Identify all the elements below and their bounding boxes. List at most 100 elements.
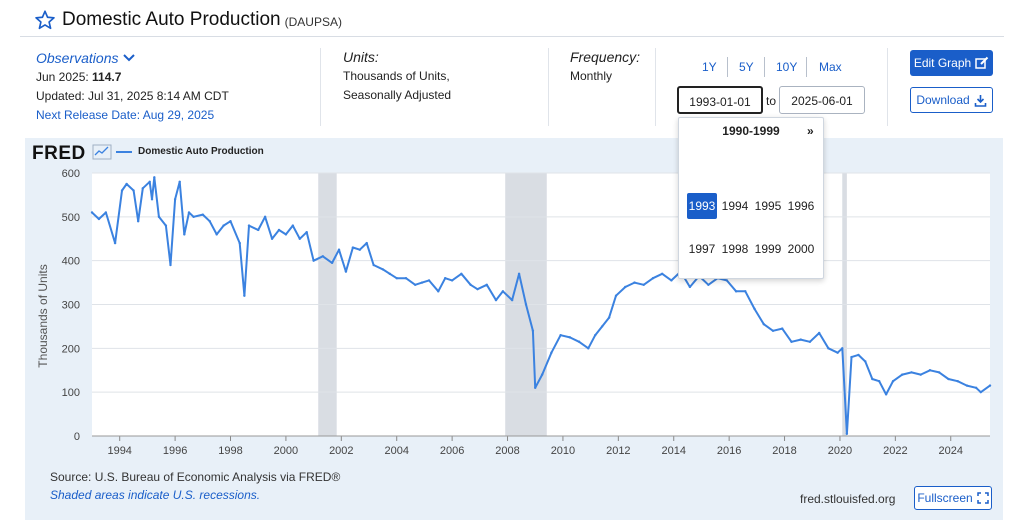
data-point	[494, 298, 498, 302]
y-tick-label: 0	[74, 431, 80, 443]
data-point	[420, 281, 424, 284]
data-point	[312, 259, 315, 262]
year-cell[interactable]: 1998	[721, 242, 749, 256]
edit-graph-button[interactable]: Edit Graph	[910, 50, 993, 76]
data-point	[624, 285, 627, 289]
end-date-input[interactable]: 2025-06-01	[779, 86, 865, 114]
data-point	[988, 384, 992, 387]
data-point	[965, 384, 969, 387]
data-point	[344, 270, 348, 273]
data-point	[568, 336, 572, 339]
data-point	[956, 380, 959, 383]
data-point	[413, 283, 417, 286]
data-point	[979, 390, 982, 394]
year-cell[interactable]: 2000	[787, 242, 815, 256]
year-cell[interactable]: 1994	[721, 199, 749, 213]
data-point	[284, 233, 288, 236]
data-point	[141, 187, 144, 190]
data-point	[450, 279, 454, 282]
data-point	[187, 211, 191, 214]
data-point	[277, 228, 281, 232]
data-point	[321, 255, 325, 258]
data-point	[836, 351, 839, 354]
data-point	[90, 211, 94, 214]
data-point	[827, 347, 830, 350]
data-point	[938, 371, 941, 374]
data-point	[910, 371, 913, 374]
x-tick-label: 2016	[717, 445, 741, 457]
data-point	[808, 340, 812, 343]
range-10y-button[interactable]: 10Y	[776, 60, 798, 74]
data-point	[845, 432, 849, 436]
year-cell[interactable]: 1999	[754, 242, 782, 256]
data-point	[365, 241, 368, 245]
data-point	[524, 303, 528, 306]
data-point	[510, 298, 514, 302]
y-tick-label: 500	[62, 212, 80, 224]
data-point	[633, 281, 636, 284]
site-url[interactable]: fred.stlouisfed.org	[800, 492, 896, 506]
data-point	[594, 333, 597, 337]
download-button[interactable]: Download	[910, 87, 993, 113]
observations-dropdown[interactable]: Observations	[36, 50, 136, 66]
start-date-input[interactable]: 1993-01-01	[677, 86, 763, 114]
data-point	[919, 373, 922, 376]
range-5y-button[interactable]: 5Y	[739, 60, 754, 74]
data-point	[460, 272, 463, 276]
data-point	[215, 233, 218, 236]
data-point	[550, 351, 553, 354]
decade-label[interactable]: 1990-1999	[722, 124, 780, 138]
data-point	[208, 220, 211, 223]
data-point	[534, 386, 537, 389]
x-tick-label: 1996	[163, 445, 187, 457]
legend-swatch	[116, 150, 132, 153]
data-point	[330, 261, 334, 265]
data-point	[501, 290, 505, 293]
edit-graph-label: Edit Graph	[913, 56, 972, 70]
column-divider	[320, 48, 321, 126]
range-separator	[727, 57, 728, 77]
chevron-down-icon	[123, 54, 136, 62]
data-point	[257, 228, 260, 232]
range-1y-button[interactable]: 1Y	[702, 60, 717, 74]
data-point	[670, 279, 673, 282]
next-release-link[interactable]: Next Release Date: Aug 29, 2025	[36, 108, 215, 122]
frequency-value: Monthly	[570, 69, 613, 83]
range-separator	[764, 57, 765, 77]
star-icon[interactable]	[34, 9, 56, 31]
data-point	[725, 279, 729, 282]
y-tick-label: 400	[62, 256, 80, 268]
data-point	[372, 263, 375, 267]
x-tick-label: 2020	[828, 445, 852, 457]
download-icon	[974, 94, 986, 107]
data-point	[600, 325, 604, 328]
next-decade-button[interactable]: »	[807, 124, 814, 138]
data-point	[173, 198, 177, 201]
data-point	[395, 277, 398, 280]
x-tick-label: 1998	[218, 445, 242, 457]
header-divider	[20, 36, 1004, 37]
fullscreen-button[interactable]: Fullscreen	[914, 486, 992, 510]
chart-mini-icon	[92, 144, 112, 160]
range-max-button[interactable]: Max	[819, 60, 842, 74]
data-point	[651, 277, 655, 280]
fullscreen-label: Fullscreen	[917, 491, 973, 505]
year-cell-selected[interactable]: 1993	[687, 193, 717, 219]
data-point	[947, 377, 950, 381]
data-point	[305, 230, 308, 234]
shaded-areas-note[interactable]: Shaded areas indicate U.S. recessions.	[50, 488, 261, 502]
data-point	[817, 331, 821, 335]
data-point	[614, 294, 618, 297]
year-cell[interactable]: 1995	[754, 199, 782, 213]
year-cell[interactable]: 1996	[787, 199, 815, 213]
data-point	[540, 373, 544, 376]
data-point	[150, 198, 154, 201]
data-point	[744, 290, 747, 293]
data-point	[871, 377, 874, 381]
data-point	[531, 329, 535, 332]
year-cell[interactable]: 1997	[688, 242, 716, 256]
line-chart[interactable]: 0 100 200 300 400 500 600 1994 1996 1998 2000 2002…	[25, 138, 1003, 468]
data-point	[771, 329, 775, 332]
data-point	[688, 285, 692, 289]
data-point	[577, 340, 581, 343]
